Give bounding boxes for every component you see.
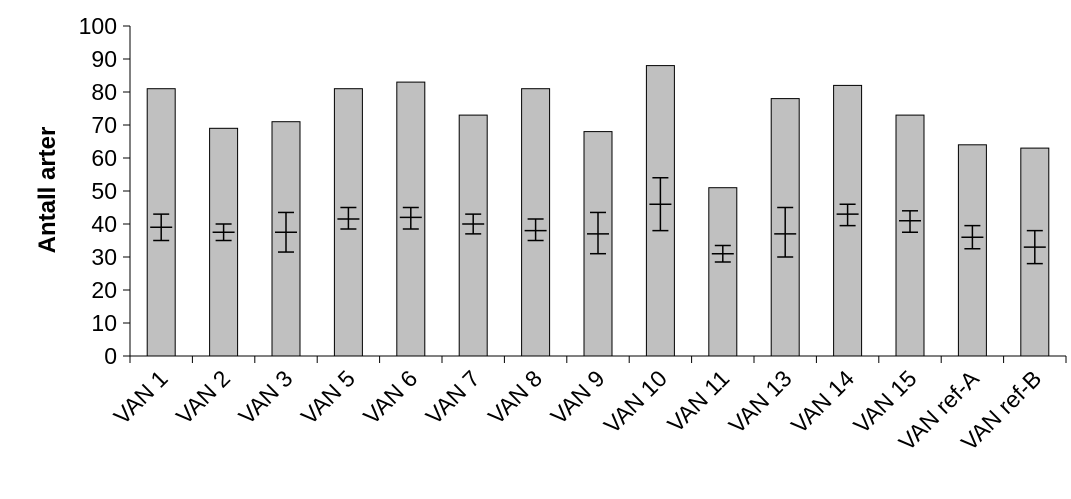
y-tick-label: 80 (91, 79, 117, 105)
error-bars (150, 177, 1046, 265)
y-tick-label: 40 (91, 211, 117, 237)
bar (895, 114, 925, 357)
y-axis-title: Antall arter (34, 127, 61, 254)
x-category-label: VAN 2 (171, 365, 235, 429)
x-category-label: VAN 8 (483, 365, 547, 429)
x-category-label: VAN 6 (358, 365, 422, 429)
y-tick-label: 30 (91, 244, 117, 270)
y-tick-label: 10 (91, 310, 117, 336)
x-category-label: VAN 7 (421, 365, 485, 429)
bar (458, 114, 488, 357)
y-tick-label: 70 (91, 112, 117, 138)
y-tick-label: 20 (91, 277, 117, 303)
y-tick-label: 100 (79, 13, 117, 39)
bar (957, 144, 987, 357)
x-category-label: VAN 13 (724, 365, 797, 438)
y-axis: 0 10 20 30 40 50 60 70 80 90 100 (79, 13, 131, 369)
y-tick-label: 50 (91, 178, 117, 204)
x-category-label: VAN 3 (233, 365, 297, 429)
x-category-label: VAN 1 (109, 365, 173, 429)
x-category-label: VAN 14 (786, 365, 859, 438)
y-tick-label: 60 (91, 145, 117, 171)
x-category-label: VAN 5 (296, 365, 360, 429)
y-tick-label: 90 (91, 46, 117, 72)
x-category-label: VAN 11 (662, 365, 734, 437)
x-category-label: VAN 10 (599, 365, 672, 438)
bar (209, 127, 239, 357)
y-tick-label: 0 (104, 343, 117, 369)
bar (708, 187, 738, 357)
